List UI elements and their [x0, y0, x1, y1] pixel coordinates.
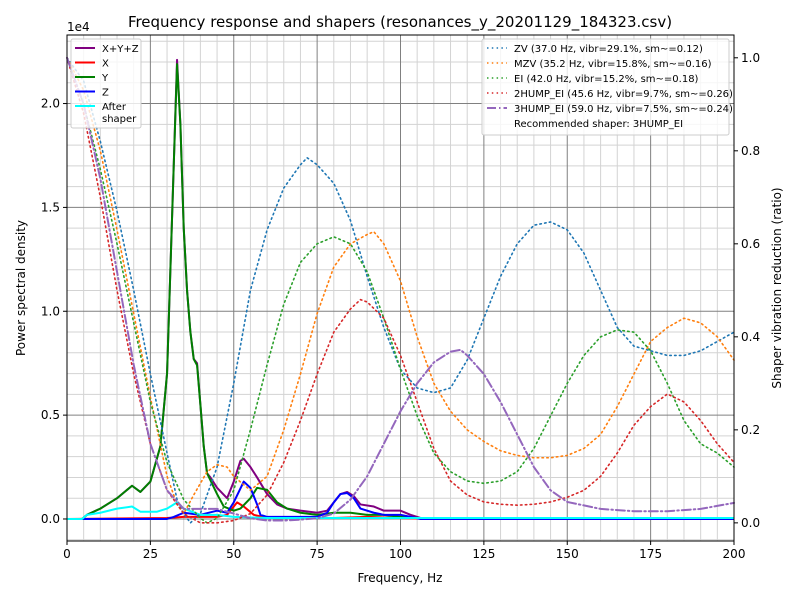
x-tick-label: 200 — [723, 547, 746, 561]
psd-line-y — [67, 63, 734, 520]
recommended-shaper-label: Recommended shaper: 3HUMP_EI — [514, 119, 683, 130]
x-tick-label: 125 — [472, 547, 495, 561]
shaper-line-2hump-ei — [66, 56, 735, 524]
psd-line-after — [67, 501, 734, 520]
y-tick-label: 0.5 — [41, 408, 60, 422]
y-offset-label: 1e4 — [67, 20, 90, 34]
shaper-line-3hump-ei — [66, 56, 735, 522]
x-tick-label: 150 — [556, 547, 579, 561]
x-tick-label: 50 — [226, 547, 241, 561]
legend-label: After — [102, 102, 127, 113]
shaper-line-ei — [66, 56, 735, 524]
x-tick-label: 0 — [63, 547, 71, 561]
y-right-tick-label: 0.0 — [741, 516, 760, 530]
y-axis-label: Power spectral density — [14, 220, 28, 356]
chart-title: Frequency response and shapers (resonanc… — [128, 13, 672, 32]
legend-label: X+Y+Z — [102, 44, 139, 55]
shaper-line-zv — [66, 56, 735, 525]
y-tick-label: 1.5 — [41, 200, 60, 214]
y-right-tick-label: 0.4 — [741, 330, 760, 344]
x-tick-label: 25 — [143, 547, 158, 561]
legend-label: EI (42.0 Hz, vibr=15.2%, sm~=0.18) — [514, 74, 699, 85]
y-right-tick-label: 0.8 — [741, 144, 760, 158]
x-tick-label: 100 — [389, 547, 412, 561]
legend-shapers: ZV (37.0 Hz, vibr=29.1%, sm~=0.12) MZV (3… — [481, 38, 733, 136]
y-tick-label: 0.0 — [41, 512, 60, 526]
legend-label: MZV (35.2 Hz, vibr=15.8%, sm~=0.16) — [514, 59, 712, 70]
y-right-tick-label: 0.6 — [741, 237, 760, 251]
legend-label: 2HUMP_EI (45.6 Hz, vibr=9.7%, sm~=0.26) — [514, 89, 733, 100]
legend-label: X — [102, 59, 109, 70]
y-tick-label: 1.0 — [41, 304, 60, 318]
x-axis-label: Frequency, Hz — [358, 571, 443, 585]
legend-label: Y — [101, 73, 109, 84]
y-tick-label: 2.0 — [41, 97, 60, 111]
x-tick-label: 75 — [309, 547, 324, 561]
legend-label: Z — [102, 88, 109, 99]
series-group — [66, 56, 735, 525]
legend-label: 3HUMP_EI (59.0 Hz, vibr=7.5%, sm~=0.24) — [514, 104, 733, 115]
legend-shapers-box — [481, 38, 730, 136]
legend-label: ZV (37.0 Hz, vibr=29.1%, sm~=0.12) — [514, 44, 703, 55]
ticks: 0 25 50 75 100 125 150 175 200 0.0 0.5 1.0 1.5 2.0 0.0… — [41, 51, 760, 561]
y-right-tick-label: 0.2 — [741, 423, 760, 437]
x-tick-label: 175 — [639, 547, 662, 561]
legend-label: shaper — [102, 114, 137, 125]
y-right-tick-label: 1.0 — [741, 51, 760, 65]
y-right-axis-label: Shaper vibration reduction (ratio) — [770, 187, 784, 388]
